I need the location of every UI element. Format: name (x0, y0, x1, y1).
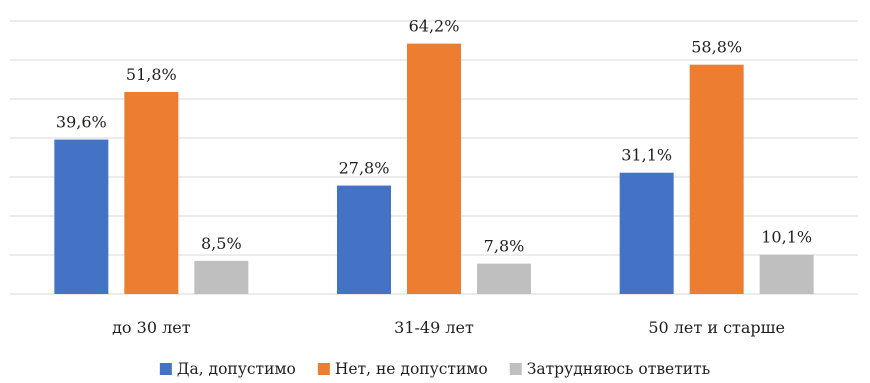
data-label: 51,8% (126, 65, 177, 84)
bar (619, 172, 674, 294)
category-label: 31-49 лет (394, 318, 474, 337)
legend: Да, допустимо Нет, не допустимо Затрудняюс… (159, 360, 710, 378)
data-label: 7,8% (484, 237, 525, 256)
data-label: 39,6% (56, 113, 107, 132)
legend-item: Затрудняюсь ответить (509, 360, 710, 378)
legend-label: Да, допустимо (177, 360, 296, 378)
bar (689, 64, 744, 295)
legend-item: Нет, не допустимо (317, 360, 488, 378)
bar (477, 263, 531, 294)
data-label: 58,8% (691, 38, 742, 57)
legend-label: Нет, не допустимо (335, 360, 488, 378)
bar (194, 260, 249, 294)
data-label: 31,1% (621, 146, 672, 165)
bar (337, 185, 391, 294)
legend-item: Да, допустимо (159, 360, 296, 378)
category-label: до 30 лет (112, 318, 191, 337)
bars (54, 43, 814, 295)
data-label: 27,8% (339, 159, 390, 178)
legend-label: Затрудняюсь ответить (527, 360, 710, 378)
data-label: 8,5% (201, 234, 242, 253)
legend-swatch (317, 363, 330, 375)
bar (54, 139, 109, 294)
legend-swatch (159, 363, 172, 375)
data-labels: 39,6% 51,8% 8,5% 27,8% 64,2% 7,8% 31,1% 58,8% 10… (56, 17, 812, 256)
legend-swatch (509, 363, 522, 375)
bar (759, 254, 814, 294)
bar (407, 43, 461, 295)
data-label: 64,2% (409, 17, 460, 36)
data-label: 10,1% (761, 228, 812, 247)
category-label: 50 лет и старше (648, 318, 785, 337)
category-labels: до 30 лет 31-49 лет 50 лет и старше (112, 318, 785, 337)
bar (124, 91, 179, 294)
